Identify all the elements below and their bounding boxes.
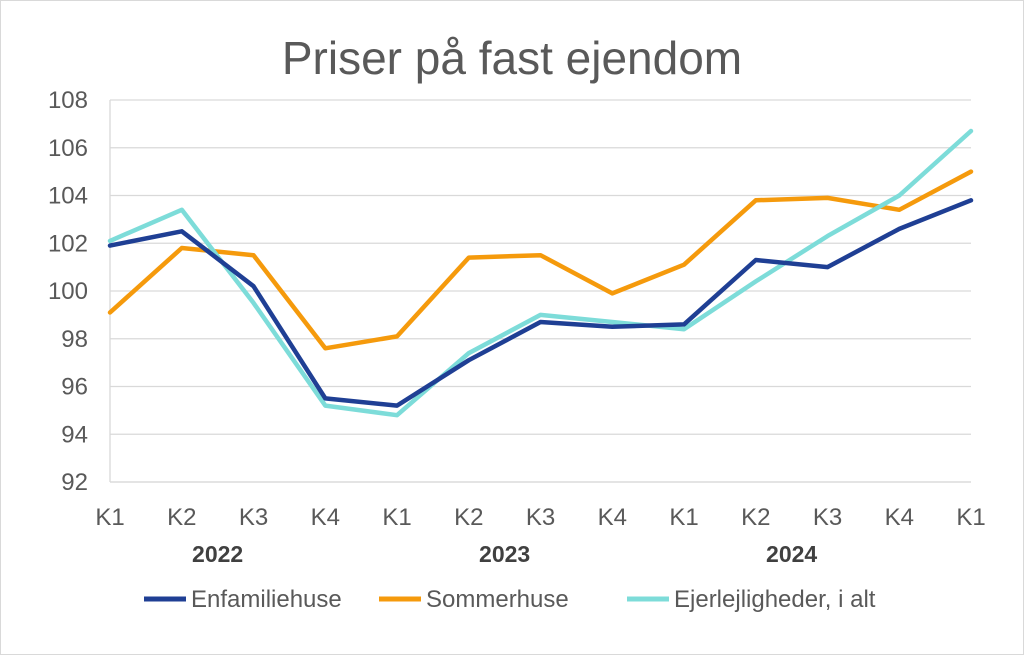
y-tick-label: 92 bbox=[61, 469, 88, 496]
series-line-ejerlejligheder-i-alt bbox=[107, 128, 974, 418]
y-tick-label: 102 bbox=[48, 230, 88, 257]
x-tick-label: K2 bbox=[167, 504, 196, 531]
y-tick-label: 94 bbox=[61, 421, 88, 448]
legend-label-ejerlejligheder-i-alt: Ejerlejligheder, i alt bbox=[674, 586, 876, 613]
x-group-label: 2022 bbox=[192, 541, 243, 567]
x-tick-label: K1 bbox=[95, 504, 124, 531]
x-group-label: 2024 bbox=[766, 541, 817, 567]
x-tick-label: K4 bbox=[598, 504, 627, 531]
x-tick-label: K3 bbox=[526, 504, 555, 531]
x-tick-label: K3 bbox=[813, 504, 842, 531]
y-tick-label: 96 bbox=[61, 374, 88, 401]
legend-label-sommerhuse: Sommerhuse bbox=[426, 586, 569, 613]
legend-label-enfamiliehuse: Enfamiliehuse bbox=[191, 586, 342, 613]
series-line-sommerhuse bbox=[107, 169, 974, 351]
y-tick-label: 106 bbox=[48, 135, 88, 162]
y-tick-label: 100 bbox=[48, 278, 88, 305]
x-tick-label: K1 bbox=[669, 504, 698, 531]
x-tick-label: K2 bbox=[454, 504, 483, 531]
x-tick-label: K3 bbox=[239, 504, 268, 531]
series-line-enfamiliehuse bbox=[107, 198, 974, 408]
y-tick-label: 108 bbox=[48, 87, 88, 114]
chart-title: Priser på fast ejendom bbox=[281, 32, 743, 84]
x-tick-label: K2 bbox=[741, 504, 770, 531]
y-tick-label: 98 bbox=[61, 326, 88, 353]
x-tick-label: K4 bbox=[311, 504, 340, 531]
x-group-label: 2023 bbox=[479, 541, 530, 567]
x-tick-label: K4 bbox=[885, 504, 914, 531]
x-tick-label: K1 bbox=[956, 504, 985, 531]
x-tick-label: K1 bbox=[382, 504, 411, 531]
y-tick-label: 104 bbox=[48, 183, 88, 210]
